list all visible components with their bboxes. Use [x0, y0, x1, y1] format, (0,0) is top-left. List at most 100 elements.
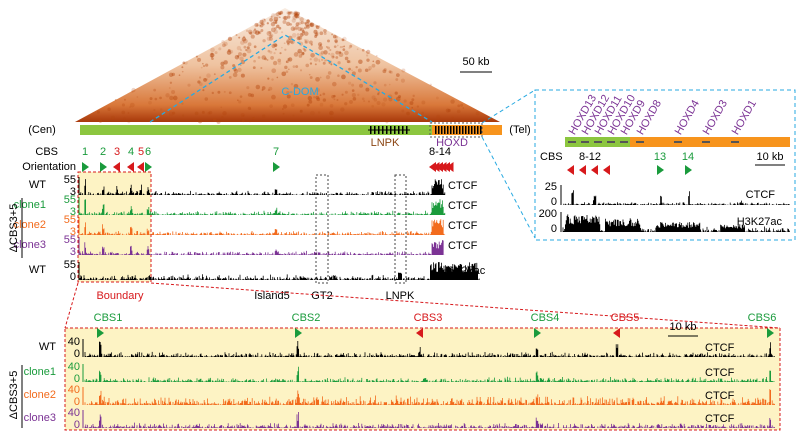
heatmap-texture — [406, 120, 409, 122]
cbs-site: 1 — [82, 146, 88, 158]
heatmap-texture — [349, 99, 353, 104]
heatmap-texture — [240, 113, 245, 117]
heatmap-texture — [383, 68, 387, 72]
heatmap-texture — [411, 98, 415, 102]
gene — [438, 126, 440, 134]
heatmap-texture — [281, 31, 284, 34]
heatmap-texture — [292, 27, 296, 31]
heatmap-texture — [292, 65, 296, 68]
heatmap-texture — [301, 30, 305, 34]
heatmap-texture — [295, 65, 299, 69]
heatmap-texture — [341, 45, 344, 48]
heatmap-texture — [290, 82, 294, 86]
track-sample: WT — [29, 264, 46, 276]
heatmap-texture — [181, 70, 184, 73]
heatmap-texture — [287, 57, 291, 61]
heatmap-texture — [395, 96, 401, 102]
heatmap-texture — [299, 28, 302, 31]
heatmap-texture — [401, 68, 406, 73]
gene — [441, 126, 443, 134]
cbs-arrow — [591, 165, 598, 175]
chrom-left: (Cen) — [28, 124, 56, 136]
heatmap-texture — [309, 76, 313, 79]
heatmap-texture — [239, 64, 242, 67]
heatmap-texture — [272, 19, 277, 24]
hoxd-box — [429, 122, 483, 138]
heatmap-texture — [475, 111, 480, 116]
track-mark: CTCF — [705, 413, 735, 425]
cbs-arrow — [685, 165, 692, 175]
heatmap-texture — [221, 40, 225, 44]
gene — [453, 126, 455, 134]
heatmap-texture — [239, 95, 243, 98]
heatmap-texture — [304, 22, 310, 27]
heatmap-texture — [249, 108, 252, 110]
heatmap-texture — [285, 21, 291, 27]
heatmap-texture — [436, 114, 441, 119]
heatmap-texture — [309, 62, 313, 65]
heatmap-texture — [247, 29, 253, 35]
gene — [459, 126, 461, 134]
track-ymin: 0 — [74, 419, 80, 431]
heatmap-texture — [201, 110, 205, 114]
heatmap-texture — [377, 91, 381, 94]
heatmap-texture — [261, 114, 266, 118]
heatmap-texture — [373, 81, 377, 85]
chrom-tel — [432, 125, 502, 135]
heatmap-texture — [296, 36, 301, 41]
zoom-signal — [84, 341, 775, 357]
heatmap-texture — [165, 93, 170, 98]
heatmap-texture — [261, 86, 266, 90]
heatmap-texture — [317, 42, 323, 47]
heatmap-texture — [194, 111, 199, 116]
region-label: LNPK — [386, 290, 415, 302]
heatmap-texture — [214, 51, 218, 55]
heatmap-texture — [273, 51, 276, 55]
heatmap-texture — [319, 102, 324, 107]
zoom-signal — [84, 412, 775, 428]
heatmap-texture — [318, 52, 323, 57]
heatmap-texture — [329, 48, 332, 52]
inset-link — [481, 89, 536, 124]
heatmap-texture — [334, 40, 338, 44]
heatmap-texture — [289, 11, 293, 14]
heatmap-texture — [284, 65, 288, 70]
gene — [474, 126, 476, 134]
cbs-arrow — [579, 165, 586, 175]
heatmap-texture — [316, 97, 321, 102]
heatmap-texture — [395, 78, 399, 81]
heatmap-texture — [381, 102, 386, 107]
heatmap-texture — [309, 23, 314, 27]
heatmap-texture — [272, 42, 278, 48]
heatmap-texture — [333, 98, 336, 101]
heatmap-texture — [456, 109, 461, 114]
inset-link — [481, 136, 536, 239]
heatmap-texture — [123, 98, 127, 101]
heatmap-texture — [212, 117, 217, 122]
heatmap-texture — [129, 106, 132, 109]
heatmap-texture — [317, 25, 321, 28]
heatmap-texture — [270, 27, 276, 33]
heatmap-texture — [217, 90, 221, 94]
heatmap-texture — [266, 31, 272, 36]
heatmap-texture — [223, 90, 226, 93]
heatmap-texture — [253, 28, 257, 31]
heatmap-texture — [241, 37, 247, 42]
heatmap-texture — [319, 94, 322, 96]
heatmap-texture — [462, 120, 465, 123]
heatmap-texture — [282, 20, 287, 24]
heatmap-texture — [322, 98, 327, 102]
heatmap-texture — [323, 32, 327, 35]
heatmap-texture — [377, 92, 380, 96]
heatmap-texture — [314, 34, 318, 38]
heatmap-texture — [330, 63, 333, 66]
heatmap-texture — [457, 104, 461, 108]
heatmap-texture — [315, 25, 320, 30]
heatmap-texture — [346, 59, 350, 64]
heatmap-texture — [294, 13, 300, 19]
heatmap-texture — [271, 94, 276, 100]
heatmap-texture — [218, 47, 222, 51]
heatmap-texture — [254, 22, 259, 27]
heatmap-texture — [309, 22, 313, 26]
heatmap-texture — [159, 96, 162, 100]
